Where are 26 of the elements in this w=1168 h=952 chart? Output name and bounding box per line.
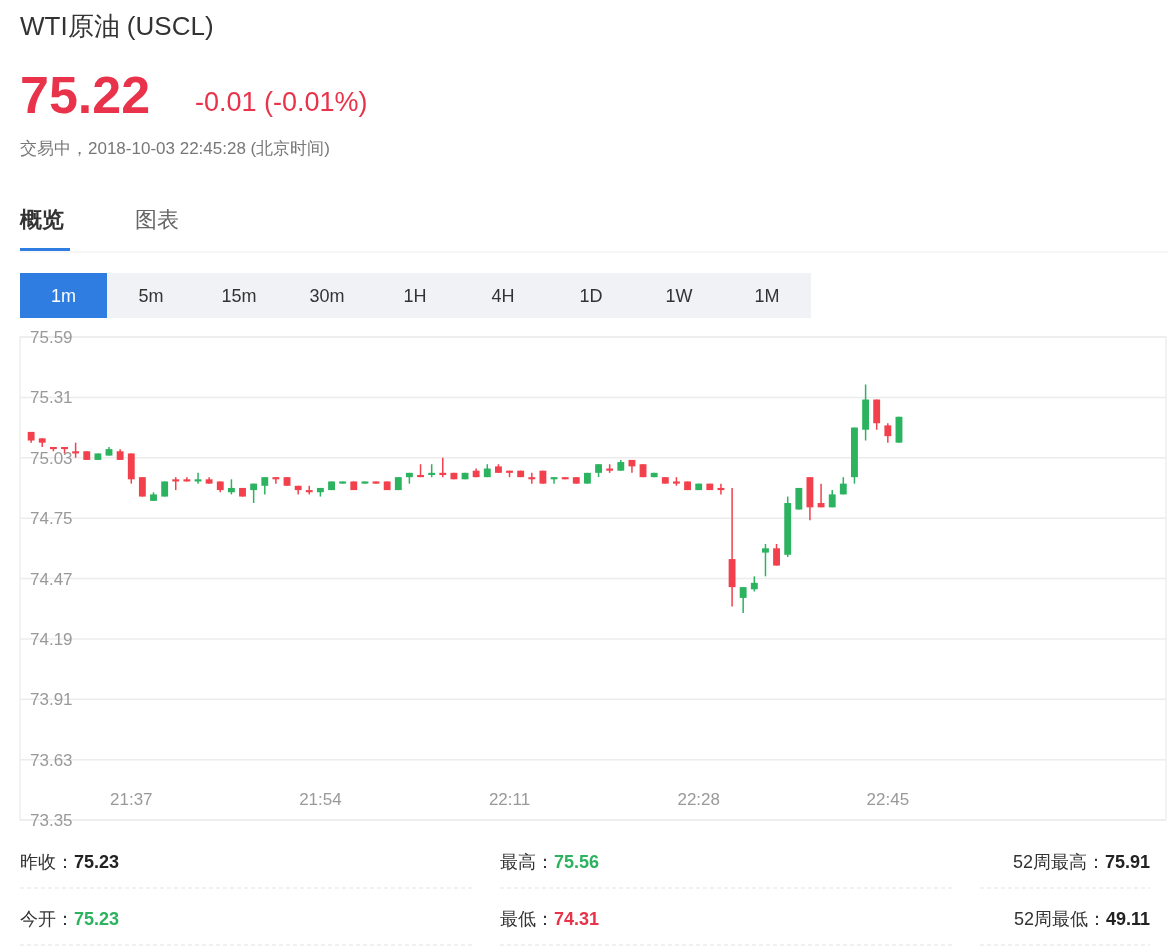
stats: 昨收：75.23 最高：75.56 52周最高：75.91 今开：75.23 最低：74.31 52周最低：49.11 (19, 852, 1151, 946)
button: 1H (371, 273, 459, 318)
y-tick-label: 74.75 (30, 509, 73, 529)
button: 30m (283, 273, 371, 318)
y-tick-label: 73.63 (30, 750, 73, 770)
y-tick-label: 75.03 (30, 448, 73, 468)
x-tick-label: 21:54 (299, 790, 342, 809)
y-tick-label: 75.31 (30, 388, 73, 408)
button: 1D (547, 273, 635, 318)
header: WTI原油 (USCL) 75.22 -0.01 (-0.01%) 交易中，2018-10-03 22:45:28 (北京时间) 概览 图表 1m 5m 15m 30m 1H 4H 1D 1W 1M (19, 11, 1168, 318)
button: 1m (20, 273, 107, 318)
y-tick-label: 75.59 (30, 328, 73, 347)
y-tick-label: 74.19 (30, 629, 73, 649)
button: 4H (459, 273, 547, 318)
x-tick-label: 22:45 (866, 790, 910, 809)
y-tick-label: 73.35 (30, 811, 73, 830)
chart-title: WTI原油 (USCL) (20, 11, 214, 41)
button: 5m (107, 273, 195, 318)
y-tick-label: 74.47 (30, 569, 73, 589)
x-tick-label: 22:11 (488, 790, 531, 809)
y-tick-label: 73.91 (30, 690, 73, 710)
x-tick-label: 21:37 (110, 790, 153, 809)
button: 15m (195, 273, 283, 318)
button: 1M (723, 273, 811, 318)
x-tick-label: 22:28 (677, 790, 720, 809)
button: 1W (635, 273, 723, 318)
